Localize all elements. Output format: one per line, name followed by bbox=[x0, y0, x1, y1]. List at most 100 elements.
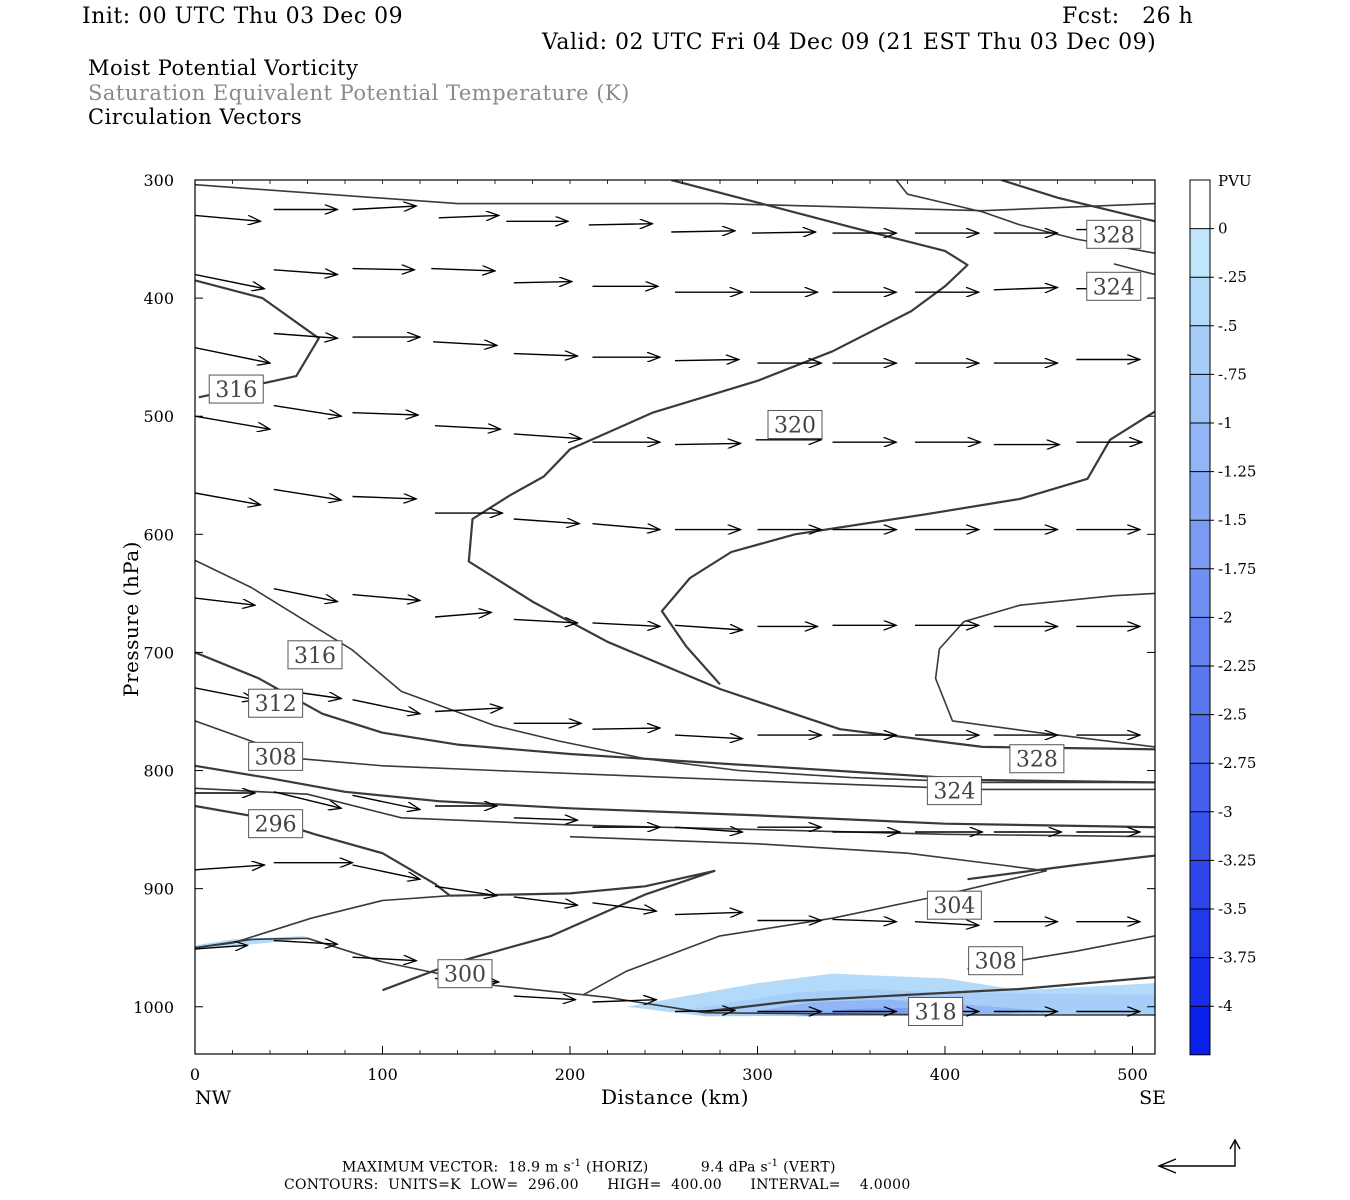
contour-label: 328 bbox=[1086, 219, 1142, 249]
contour-label-box bbox=[437, 959, 493, 989]
colorbar-swatch bbox=[1190, 325, 1210, 375]
circulation-vector bbox=[993, 288, 1058, 290]
contour-label: 328 bbox=[1009, 744, 1065, 774]
colorbar-tick-label: -4 bbox=[1218, 997, 1233, 1015]
colorbar-swatch bbox=[1190, 909, 1210, 958]
contour-label-box bbox=[248, 741, 304, 771]
theta-es-contour-line bbox=[195, 279, 320, 399]
circulation-vector bbox=[352, 957, 417, 961]
contour-label-text: 324 bbox=[1093, 275, 1135, 300]
colorbar-swatch bbox=[1190, 763, 1210, 812]
contour-label-text: 312 bbox=[255, 692, 297, 717]
circulation-vector bbox=[352, 699, 421, 714]
circulation-vector bbox=[513, 434, 582, 439]
vert-vector-exp: -1 bbox=[767, 1158, 779, 1169]
contour-label-text: 320 bbox=[774, 413, 816, 438]
colorbar-tick-label: -2 bbox=[1218, 608, 1233, 626]
x-end-left-label: NW bbox=[195, 1087, 232, 1109]
theta-es-contour-line bbox=[382, 869, 716, 992]
circulation-vector bbox=[273, 791, 342, 809]
colorbar-tick-label: 0 bbox=[1218, 220, 1228, 238]
contour-label-box bbox=[926, 890, 982, 920]
colorbar-swatch bbox=[1190, 1006, 1210, 1055]
init-time: Init: 00 UTC Thu 03 Dec 09 bbox=[82, 4, 404, 29]
contour-label-text: 296 bbox=[255, 813, 297, 838]
colorbar-swatch bbox=[1190, 180, 1210, 229]
contour-label-box bbox=[908, 996, 964, 1026]
horiz-vector-exp: -1 bbox=[570, 1158, 582, 1169]
circulation-vector bbox=[671, 231, 735, 232]
x-axis-ticks: 0 100 200 300 400 500 bbox=[190, 180, 1148, 1084]
vert-vector-tag: (VERT) bbox=[783, 1159, 836, 1176]
colorbar-swatch bbox=[1190, 666, 1210, 715]
circulation-vector bbox=[592, 623, 661, 627]
circulation-vector bbox=[674, 735, 743, 739]
circulation-vector bbox=[352, 593, 421, 601]
contour-label-box bbox=[248, 809, 304, 839]
x-tick-label: 0 bbox=[190, 1065, 200, 1084]
circulation-vector bbox=[195, 687, 255, 700]
circulation-vector bbox=[513, 354, 578, 356]
circulation-vector bbox=[273, 588, 338, 602]
circulation-vector bbox=[592, 902, 657, 911]
circulation-vector bbox=[195, 597, 255, 605]
contour-label-text: 304 bbox=[933, 894, 975, 919]
y-axis-ticks: 300 400 500 600 700 800 900 1000 bbox=[133, 171, 1155, 1017]
colorbar-swatch bbox=[1190, 423, 1210, 472]
colorbar-tick-label: -1.25 bbox=[1218, 463, 1256, 481]
theta-es-contour-line bbox=[660, 410, 1155, 686]
colorbar-tick-label: -1 bbox=[1218, 414, 1233, 432]
x-axis-label: Distance (km) bbox=[601, 1085, 749, 1109]
valid-time: Valid: 02 UTC Fri 04 Dec 09 (21 EST Thu … bbox=[542, 30, 1157, 55]
title-mpv: Moist Potential Vorticity bbox=[88, 56, 359, 80]
circulation-vector bbox=[352, 206, 417, 210]
colorbar-unit: PVU bbox=[1218, 172, 1252, 190]
circulation-vector bbox=[914, 922, 979, 926]
max-vector-line: MAXIMUM VECTOR: 18.9 m s-1 (HORIZ) 9.4 d… bbox=[342, 1158, 836, 1176]
circulation-vector bbox=[352, 864, 421, 879]
theta-es-contours bbox=[195, 180, 1155, 1016]
circulation-vector bbox=[438, 215, 499, 217]
colorbar-tick-label: -2.25 bbox=[1218, 657, 1256, 675]
contour-label-box bbox=[248, 688, 304, 718]
contour-label-text: 316 bbox=[215, 378, 257, 403]
contour-label: 304 bbox=[926, 890, 982, 920]
contour-label-text: 328 bbox=[1016, 748, 1058, 773]
circulation-vector bbox=[352, 497, 417, 499]
contour-label: 324 bbox=[1086, 271, 1142, 301]
y-tick-label: 300 bbox=[143, 171, 174, 190]
x-tick-label: 500 bbox=[1117, 1065, 1148, 1084]
colorbar-swatch bbox=[1190, 568, 1210, 618]
contour-label: 308 bbox=[248, 741, 304, 771]
circulation-vector bbox=[674, 360, 739, 361]
horiz-vector-tag: (HORIZ) bbox=[586, 1159, 649, 1176]
x-tick-label: 100 bbox=[367, 1065, 398, 1084]
circulation-vector bbox=[273, 488, 342, 500]
x-tick-label: 200 bbox=[555, 1065, 586, 1084]
circulation-vector bbox=[352, 413, 419, 415]
contour-label-text: 324 bbox=[933, 780, 975, 805]
colorbar-tick-label: -1.75 bbox=[1218, 560, 1256, 578]
colorbar-swatch bbox=[1190, 374, 1210, 423]
reference-vector-icon bbox=[1157, 1138, 1241, 1174]
contour-label-text: 308 bbox=[975, 950, 1017, 975]
circulation-vector bbox=[674, 827, 743, 832]
theta-es-contour-line bbox=[967, 854, 1155, 881]
circulation-vector bbox=[674, 443, 741, 444]
colorbar-swatch bbox=[1190, 277, 1210, 326]
colorbar-tick-label: -2.5 bbox=[1218, 706, 1247, 724]
theta-es-contour-line bbox=[934, 592, 1155, 748]
contour-label-box bbox=[287, 640, 343, 670]
circulation-vector bbox=[195, 492, 261, 505]
contour-label: 312 bbox=[248, 688, 304, 718]
circulation-vector bbox=[513, 519, 580, 524]
colorbar-swatch bbox=[1190, 811, 1210, 861]
theta-es-contour-line bbox=[195, 183, 1155, 212]
theta-es-contour-line bbox=[467, 180, 1155, 751]
circulation-vector bbox=[195, 945, 248, 949]
circulation-vector bbox=[273, 270, 338, 275]
colorbar-swatch bbox=[1190, 860, 1210, 909]
circulation-vector bbox=[433, 342, 497, 346]
colorbar-tick-label: -3 bbox=[1218, 803, 1233, 821]
circulation-vector bbox=[195, 273, 264, 289]
